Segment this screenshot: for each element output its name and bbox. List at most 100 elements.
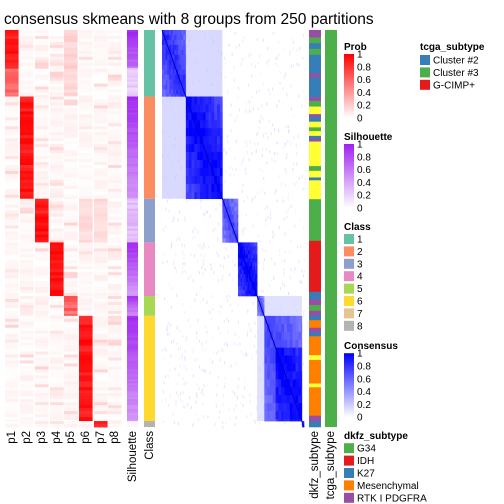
consensus-cell [256,246,258,251]
consensus-cell [258,303,260,307]
consensus-cell [246,290,249,295]
consensus-cell [177,44,181,51]
silhouette-cell [127,142,138,145]
consensus-cell [299,218,301,222]
silhouette-cell [127,290,138,293]
consensus-cell [183,49,186,56]
consensus-cell [281,195,284,199]
consensus-cell [301,424,303,426]
consensus-cell [228,206,230,211]
consensus-cell [262,313,264,317]
consensus-cell [242,231,244,235]
consensus-cell [264,411,268,420]
consensus-cell [266,102,268,106]
silhouette-cell [127,136,138,139]
prob-cell [64,167,78,172]
consensus-cell [249,282,252,287]
prob-cell [50,201,64,206]
prob-cell [108,354,122,358]
consensus-cell [199,128,204,137]
consensus-cell [262,295,264,299]
consensus-cell [176,59,179,66]
consensus-cell [237,250,240,255]
prob-cell [50,59,64,64]
prob-cell [20,384,34,388]
consensus-cell [246,144,248,148]
consensus-cell [240,274,243,279]
prob-cell [20,375,34,379]
consensus-cell [228,222,230,227]
silhouette-cell [127,297,138,301]
silhouette-cell [127,280,138,283]
consensus-cell [286,363,291,372]
consensus-cell [236,397,238,401]
consensus-cell [211,144,215,153]
consensus-cell [293,115,295,119]
prob-cell [64,135,78,139]
consensus-cell [281,419,285,422]
consensus-cell [256,405,258,409]
prob-cell [108,135,122,139]
prob-cell [64,114,78,118]
prob-cell [35,114,49,118]
prob-cell [50,213,64,217]
consensus-cell [260,301,262,305]
consensus-cell [255,286,257,291]
prob-cell [108,207,122,212]
consensus-cell [284,422,286,426]
consensus-cell [290,64,292,68]
prob-cell [20,68,34,73]
prob-cell [94,269,108,273]
prob-cell [94,421,108,425]
consensus-cell [264,295,302,316]
consensus-cell [259,239,261,243]
legend-title: Silhouette [344,132,393,143]
prob-cell [20,216,34,220]
prob-cell [108,56,122,61]
prob-cell [108,38,122,43]
consensus-cell [275,371,279,380]
prob-cell [5,313,19,317]
prob-cell [94,360,108,364]
silhouette-cell [127,347,138,350]
consensus-cell [284,250,286,254]
prob-cell [94,402,108,406]
consensus-cell [282,87,284,91]
prob-cell [50,330,64,335]
prob-cell [20,240,34,243]
consensus-cell [252,240,254,244]
prob-cell [108,194,122,199]
consensus-cell [169,369,171,373]
prob-cell [5,293,19,297]
prob-cell [79,307,93,312]
dkfz-segment [309,77,321,94]
prob-cell [35,324,49,329]
consensus-cell [259,311,261,315]
silhouette-cell [127,367,138,370]
prob-cell [79,295,93,300]
prob-cell [108,89,122,93]
prob-cell [108,111,122,115]
prob-cell [35,32,49,37]
prob-cell [50,86,64,90]
consensus-cell [242,233,244,237]
consensus-cell [224,376,226,380]
prob-cell [79,182,93,187]
prob-cell [94,176,108,181]
silhouette-cell [127,405,138,408]
prob-cell [20,83,34,87]
prob-cell [64,420,78,422]
consensus-cell [175,253,177,257]
consensus-cell [274,262,276,266]
consensus-cell [214,167,218,177]
consensus-cell [286,387,291,396]
prob-cell [50,408,64,412]
consensus-cell [245,270,247,275]
consensus-cell [235,361,237,365]
prob-cell [79,275,93,279]
consensus-cell [179,30,182,36]
consensus-cell [223,394,225,398]
prob-cell [5,138,19,142]
consensus-cell [289,339,293,348]
prob-cell [94,420,108,422]
